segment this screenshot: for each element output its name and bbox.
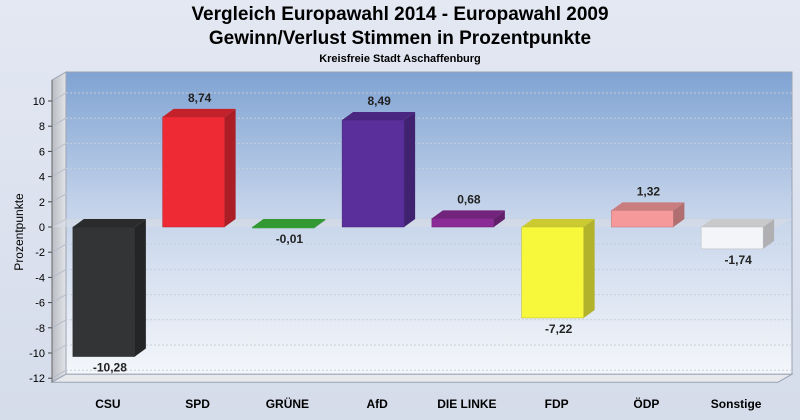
value-label: 0,68 (457, 192, 481, 206)
value-label: -1,74 (724, 253, 752, 267)
value-label: -10,28 (93, 361, 127, 375)
bar: -0,01 (252, 219, 326, 246)
y-tick-label: -8 (35, 323, 45, 335)
bar: -10,28 (72, 219, 146, 375)
x-tick-label: GRÜNE (266, 396, 309, 411)
y-tick-label: 2 (39, 197, 45, 209)
x-tick-label: CSU (95, 397, 120, 411)
value-label: 1,32 (637, 184, 661, 198)
x-tick-label: SPD (185, 397, 210, 411)
y-tick-label: -12 (29, 373, 45, 385)
y-axis: 10 8 6 4 2 0 -2 -4 -6 -8 -10 -12 (29, 80, 53, 385)
y-tick-label: 4 (39, 172, 45, 184)
y-tick-label: -6 (35, 298, 45, 310)
y-tick-label: -4 (35, 272, 45, 284)
x-tick-label: ÖDP (633, 396, 659, 411)
value-label: 8,49 (367, 94, 391, 108)
bar: 0,68 (431, 192, 505, 228)
bar: -1,74 (700, 219, 775, 267)
value-label: -0,01 (276, 232, 304, 246)
chart-title: Vergleich Europawahl 2014 - Europawahl 2… (191, 4, 609, 25)
y-tick-label: 10 (33, 96, 45, 108)
y-tick-label: -2 (35, 247, 45, 259)
y-tick-label: 6 (39, 146, 45, 158)
x-tick-label: FDP (545, 397, 569, 411)
value-label: 8,74 (188, 91, 212, 105)
x-tick-label: AfD (366, 397, 388, 411)
chart-title-line2: Gewinn/Verlust Stimmen in Prozentpunkte (208, 28, 592, 49)
bar: 1,32 (611, 184, 685, 228)
value-label: -7,22 (545, 322, 573, 336)
bar: 8,74 (162, 91, 236, 228)
bar: -7,22 (521, 219, 595, 336)
bar: 8,49 (341, 94, 416, 228)
y-axis-label: Prozentpunkte (12, 193, 26, 271)
y-tick-label: -10 (29, 348, 45, 360)
bars: -10,28 8,74 -0,01 8,49 0,68 -7,22 1,32 -1,74 (72, 91, 775, 375)
x-axis: CSU SPD GRÜNE AfD DIE LINKE FDP ÖDP Sonstige (95, 396, 762, 411)
y-tick-label: 0 (39, 222, 45, 234)
x-tick-label: DIE LINKE (437, 397, 496, 411)
y-tick-label: 8 (39, 121, 45, 133)
x-tick-label: Sonstige (711, 397, 762, 411)
chart-subtitle: Kreisfreie Stadt Aschaffenburg (319, 53, 481, 65)
